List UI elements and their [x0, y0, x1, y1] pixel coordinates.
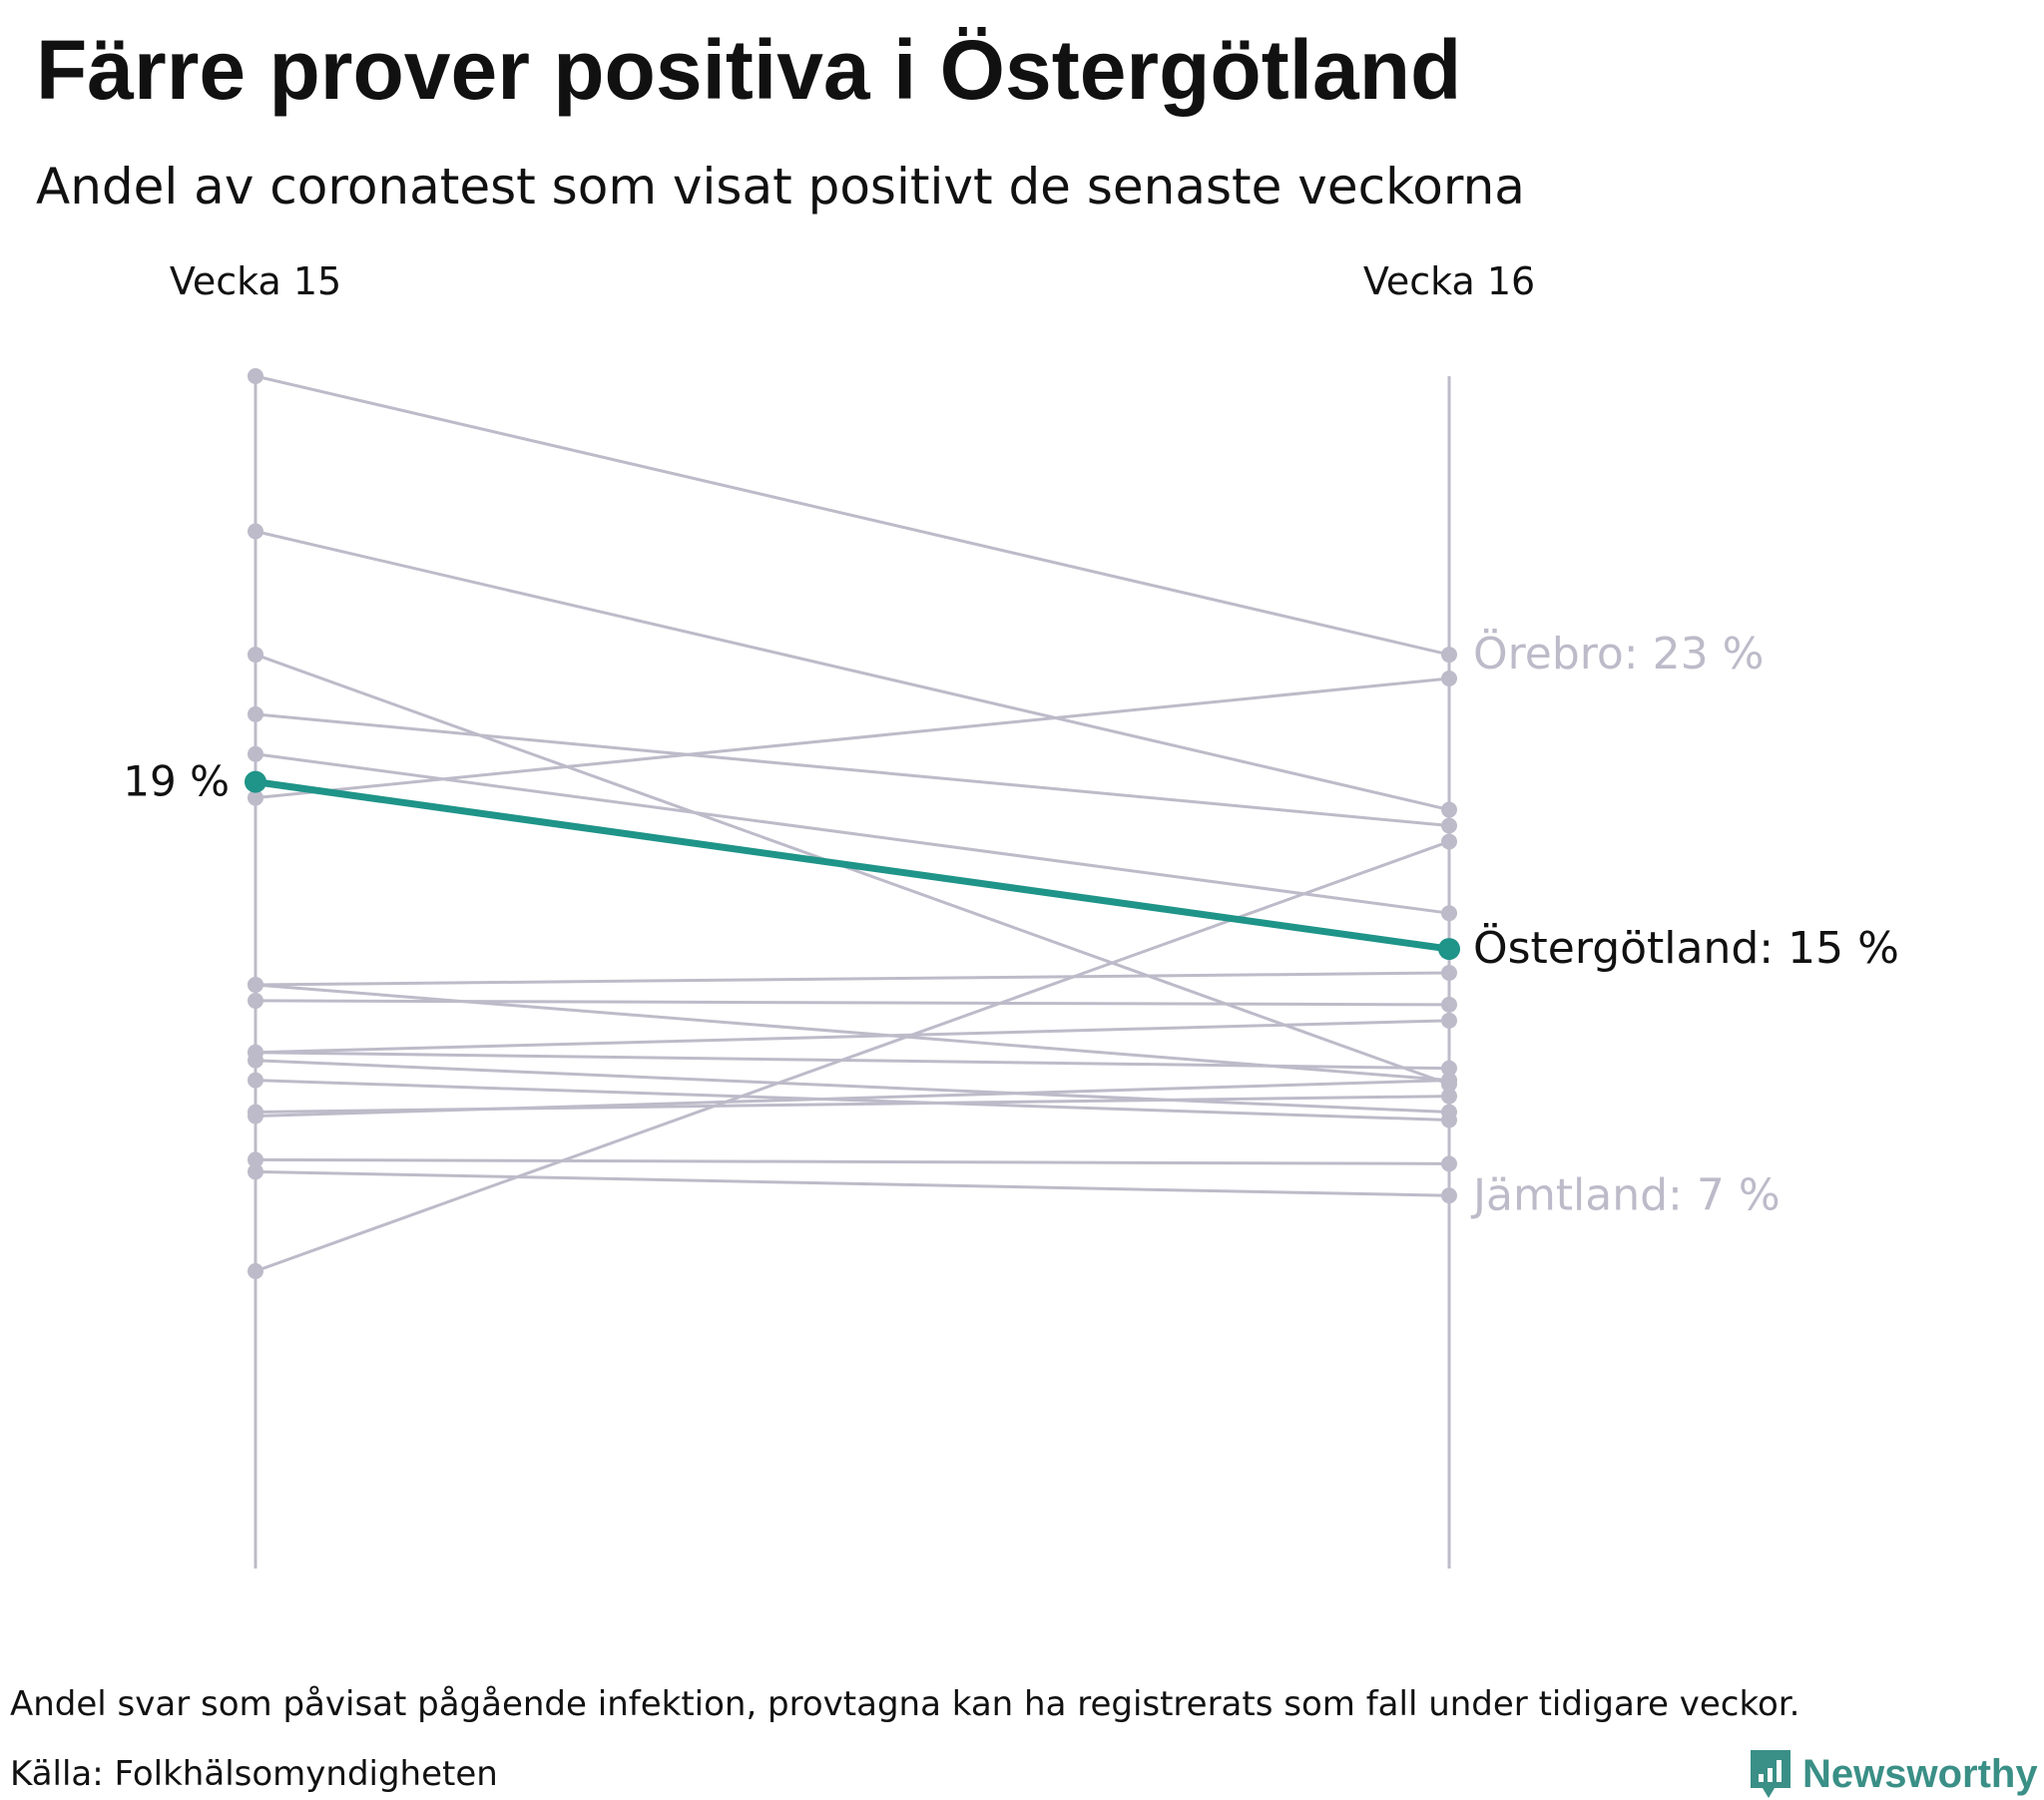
brand-name: Newsworthy — [1802, 1751, 2038, 1796]
point-start-1 — [248, 523, 263, 540]
point-end-1 — [1441, 801, 1457, 818]
series-line-14 — [255, 1079, 1450, 1119]
point-end-13 — [1441, 1088, 1457, 1105]
point-start-8 — [248, 976, 263, 993]
point-end-4 — [1441, 905, 1457, 922]
series-line-0 — [255, 374, 1450, 657]
point-end-0 — [1441, 647, 1457, 664]
point-start-3 — [248, 705, 263, 722]
point-end-7 — [1441, 996, 1457, 1013]
point-end-3 — [1441, 817, 1457, 834]
end-annotation-1: Jämtland: 7 % — [1470, 1169, 1781, 1220]
series-line-9 — [255, 1019, 1450, 1055]
series-line-1 — [255, 530, 1450, 812]
x-axis-label-left: Vecka 15 — [170, 259, 341, 303]
point-start-5 — [248, 789, 263, 806]
highlight-start-label: 19 % — [123, 757, 230, 806]
point-start-2 — [248, 647, 263, 664]
series-line-3 — [255, 712, 1450, 827]
point-start-7 — [248, 992, 263, 1009]
series-line-12 — [255, 1079, 1450, 1123]
point-end-15 — [1441, 1155, 1457, 1172]
point-start-11 — [248, 1052, 263, 1069]
source-text: Källa: Folkhälsomyndigheten — [10, 1754, 498, 1794]
series-line-15 — [255, 1157, 1450, 1165]
end-annotation-0: Örebro: 23 % — [1473, 628, 1764, 679]
point-end-5 — [1441, 670, 1457, 686]
slope-chart: Vecka 15 Vecka 16 19 % Östergötland: 15 % Ör… — [123, 259, 1899, 1569]
point-start-16 — [248, 1163, 263, 1180]
point-start-18 — [245, 770, 266, 793]
chart-subtitle: Andel av coronatest som visat positivt d… — [36, 158, 1525, 216]
point-end-14 — [1441, 1072, 1457, 1089]
chart-title: Färre prover positiva i Östergötland — [36, 23, 1462, 117]
series-line-6 — [255, 971, 1450, 987]
x-axis-label-right: Vecka 16 — [1363, 259, 1535, 303]
point-start-12 — [248, 1072, 263, 1089]
series-line-17 — [255, 840, 1450, 1273]
series-line-10 — [255, 1051, 1450, 1071]
point-end-10 — [1441, 1060, 1457, 1077]
point-end-16 — [1441, 1187, 1457, 1204]
footnote: Andel svar som påvisat pågående infektio… — [10, 1684, 1800, 1724]
series-line-16 — [255, 1169, 1450, 1197]
point-start-17 — [248, 1263, 263, 1279]
point-start-4 — [248, 745, 263, 762]
point-end-6 — [1441, 965, 1457, 981]
brand-logo: Newsworthy — [1749, 1748, 2038, 1800]
point-start-0 — [248, 368, 263, 384]
point-end-9 — [1441, 1012, 1457, 1029]
series-line-4 — [255, 752, 1450, 915]
newsworthy-icon — [1751, 1750, 1790, 1798]
point-end-18 — [1438, 938, 1460, 961]
point-end-17 — [1441, 833, 1457, 850]
series-line-2 — [255, 653, 1450, 1087]
series-line-18 — [255, 778, 1450, 953]
series-line-7 — [255, 999, 1450, 1007]
point-end-12 — [1441, 1112, 1457, 1128]
point-start-14 — [248, 1108, 263, 1125]
highlight-end-label: Östergötland: 15 % — [1473, 922, 1899, 974]
series-line-11 — [255, 1059, 1450, 1115]
series-line-5 — [255, 676, 1450, 800]
point-start-15 — [248, 1151, 263, 1168]
